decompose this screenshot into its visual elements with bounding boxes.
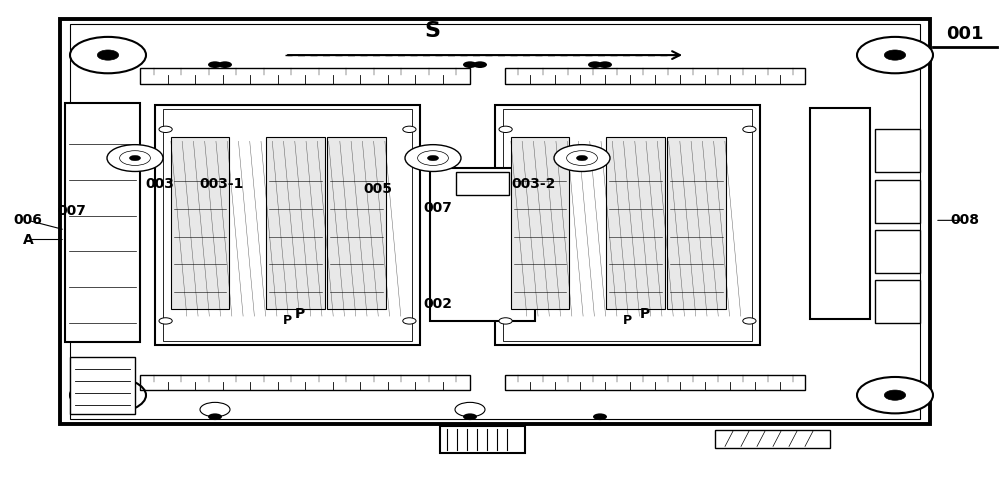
- Text: 003-1: 003-1: [200, 177, 244, 192]
- Text: P: P: [283, 314, 292, 328]
- Bar: [155, 105, 420, 345]
- Circle shape: [70, 37, 146, 73]
- Circle shape: [129, 155, 141, 161]
- Text: A: A: [23, 232, 33, 247]
- Text: 002: 002: [424, 297, 452, 311]
- Bar: [875, 180, 920, 223]
- Circle shape: [554, 145, 610, 171]
- Circle shape: [418, 151, 448, 165]
- Circle shape: [97, 50, 119, 60]
- Circle shape: [588, 61, 602, 68]
- Bar: [511, 137, 569, 309]
- Circle shape: [884, 390, 906, 400]
- Bar: [505, 68, 805, 84]
- Bar: [70, 357, 135, 414]
- Bar: [140, 68, 470, 84]
- Bar: [875, 129, 920, 172]
- Bar: [875, 230, 920, 273]
- Bar: [163, 109, 412, 341]
- Bar: [327, 137, 386, 309]
- Circle shape: [598, 61, 612, 68]
- Bar: [810, 108, 870, 319]
- Text: 003-2: 003-2: [512, 177, 556, 192]
- Circle shape: [463, 413, 477, 420]
- Text: 001: 001: [946, 24, 984, 43]
- Circle shape: [857, 377, 933, 413]
- Bar: [70, 24, 920, 419]
- Circle shape: [97, 390, 119, 400]
- Bar: [456, 172, 509, 195]
- Circle shape: [218, 61, 232, 68]
- Circle shape: [208, 413, 222, 420]
- Bar: [440, 426, 525, 453]
- Circle shape: [884, 50, 906, 60]
- Circle shape: [403, 318, 416, 324]
- Circle shape: [159, 126, 172, 133]
- Text: 006: 006: [14, 213, 42, 228]
- Circle shape: [743, 318, 756, 324]
- Circle shape: [473, 61, 487, 68]
- Circle shape: [576, 155, 588, 161]
- Circle shape: [200, 402, 230, 417]
- Text: S: S: [424, 21, 440, 41]
- Text: P: P: [640, 307, 650, 321]
- Circle shape: [499, 126, 512, 133]
- Circle shape: [567, 151, 597, 165]
- Text: P: P: [623, 314, 632, 328]
- Bar: [715, 430, 830, 448]
- Circle shape: [159, 318, 172, 324]
- Bar: [60, 19, 930, 424]
- Circle shape: [857, 37, 933, 73]
- Circle shape: [463, 61, 477, 68]
- Text: P: P: [295, 307, 305, 321]
- Circle shape: [208, 61, 222, 68]
- Circle shape: [107, 145, 163, 171]
- Bar: [171, 137, 229, 309]
- Bar: [667, 137, 726, 309]
- Text: 005: 005: [364, 182, 392, 196]
- Circle shape: [403, 126, 416, 133]
- Bar: [503, 109, 752, 341]
- Text: 008: 008: [950, 213, 980, 228]
- Circle shape: [120, 151, 150, 165]
- Circle shape: [455, 402, 485, 417]
- Bar: [505, 375, 805, 390]
- Bar: [606, 137, 665, 309]
- Circle shape: [593, 413, 607, 420]
- Text: 003: 003: [146, 177, 174, 192]
- Text: 007: 007: [58, 204, 86, 218]
- Bar: [430, 168, 535, 321]
- Bar: [65, 103, 140, 342]
- Circle shape: [427, 155, 439, 161]
- Circle shape: [743, 126, 756, 133]
- Bar: [140, 375, 470, 390]
- Text: 007: 007: [424, 201, 452, 216]
- Circle shape: [405, 145, 461, 171]
- Circle shape: [499, 318, 512, 324]
- Bar: [875, 280, 920, 323]
- Bar: [266, 137, 325, 309]
- Circle shape: [70, 377, 146, 413]
- Bar: [495, 105, 760, 345]
